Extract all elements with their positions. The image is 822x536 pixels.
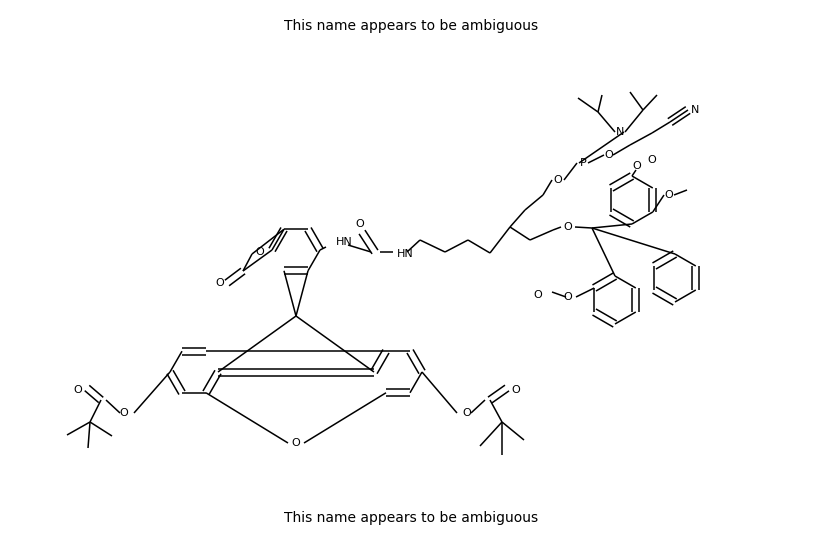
Text: O: O	[292, 438, 300, 448]
Text: HN: HN	[336, 237, 353, 247]
Text: O: O	[605, 150, 613, 160]
Text: This name appears to be ambiguous: This name appears to be ambiguous	[284, 19, 538, 33]
Text: O: O	[215, 278, 224, 288]
Text: This name appears to be ambiguous: This name appears to be ambiguous	[284, 511, 538, 525]
Text: N: N	[690, 105, 700, 115]
Text: O: O	[564, 222, 572, 232]
Text: O: O	[665, 190, 673, 200]
Text: O: O	[256, 247, 265, 257]
Text: HN: HN	[397, 249, 413, 259]
Text: O: O	[563, 292, 572, 302]
Text: O: O	[356, 219, 364, 229]
Text: O: O	[120, 408, 128, 418]
Text: O: O	[633, 161, 641, 171]
Text: O: O	[554, 175, 562, 185]
Text: N: N	[616, 127, 624, 137]
Text: O: O	[533, 290, 543, 300]
Text: O: O	[74, 385, 82, 395]
Text: O: O	[463, 408, 471, 418]
Text: O: O	[511, 385, 520, 395]
Text: P: P	[580, 158, 586, 168]
Text: O: O	[648, 155, 657, 165]
